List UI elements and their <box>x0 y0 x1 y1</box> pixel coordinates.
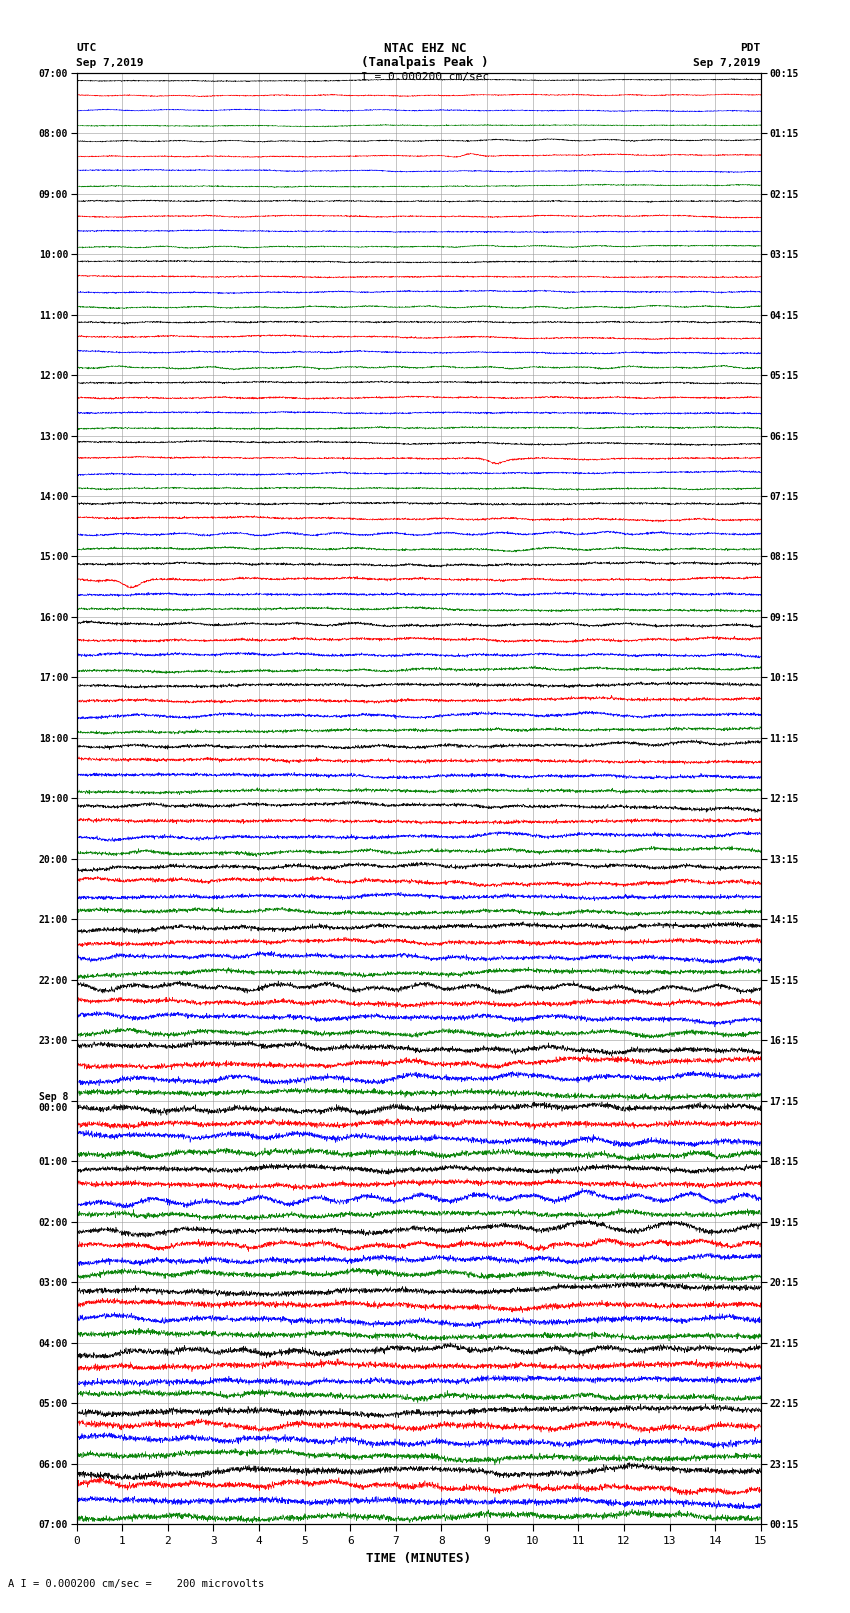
Text: NTAC EHZ NC: NTAC EHZ NC <box>383 42 467 55</box>
Text: (Tanalpais Peak ): (Tanalpais Peak ) <box>361 56 489 69</box>
Text: UTC: UTC <box>76 44 97 53</box>
Text: I = 0.000200 cm/sec: I = 0.000200 cm/sec <box>361 73 489 82</box>
Text: Sep 7,2019: Sep 7,2019 <box>76 58 144 68</box>
X-axis label: TIME (MINUTES): TIME (MINUTES) <box>366 1552 471 1565</box>
Text: Sep 7,2019: Sep 7,2019 <box>694 58 761 68</box>
Text: A I = 0.000200 cm/sec =    200 microvolts: A I = 0.000200 cm/sec = 200 microvolts <box>8 1579 264 1589</box>
Text: PDT: PDT <box>740 44 761 53</box>
